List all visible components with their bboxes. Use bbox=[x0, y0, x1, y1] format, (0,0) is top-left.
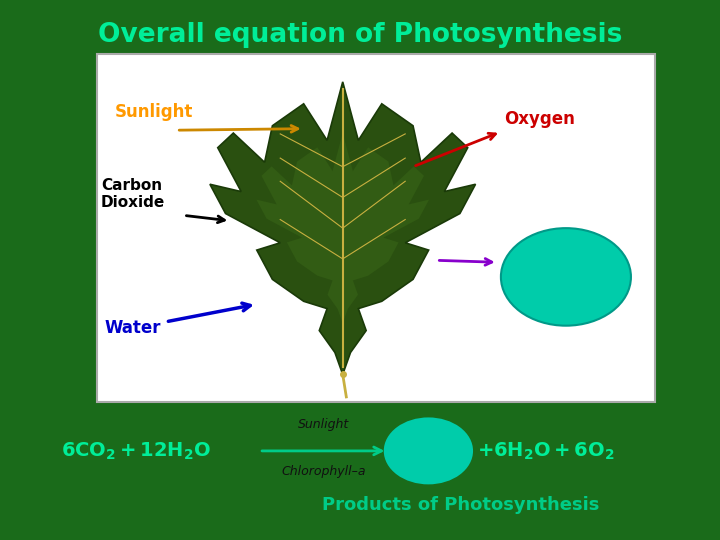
Text: Sunlight: Sunlight bbox=[297, 418, 349, 431]
Text: Carbon
Dioxide: Carbon Dioxide bbox=[101, 178, 165, 210]
Text: Sunlight: Sunlight bbox=[115, 103, 194, 121]
Text: $\mathbf{+ 6H_2O + 6O_2}$: $\mathbf{+ 6H_2O + 6O_2}$ bbox=[477, 440, 614, 462]
Bar bbox=[97, 54, 655, 402]
Text: Oxygen: Oxygen bbox=[505, 110, 575, 127]
Text: Products of Photosynthesis: Products of Photosynthesis bbox=[322, 496, 600, 514]
Text: Chlorophyll–a: Chlorophyll–a bbox=[281, 465, 366, 478]
Circle shape bbox=[384, 417, 473, 484]
Text: Overall equation of Photosynthesis: Overall equation of Photosynthesis bbox=[98, 22, 622, 48]
Text: Water: Water bbox=[104, 319, 161, 336]
Polygon shape bbox=[210, 82, 475, 374]
Text: $\mathbf{6CO_2 + 12H_2O}$: $\mathbf{6CO_2 + 12H_2O}$ bbox=[61, 440, 211, 462]
Circle shape bbox=[501, 228, 631, 326]
Polygon shape bbox=[256, 133, 429, 323]
